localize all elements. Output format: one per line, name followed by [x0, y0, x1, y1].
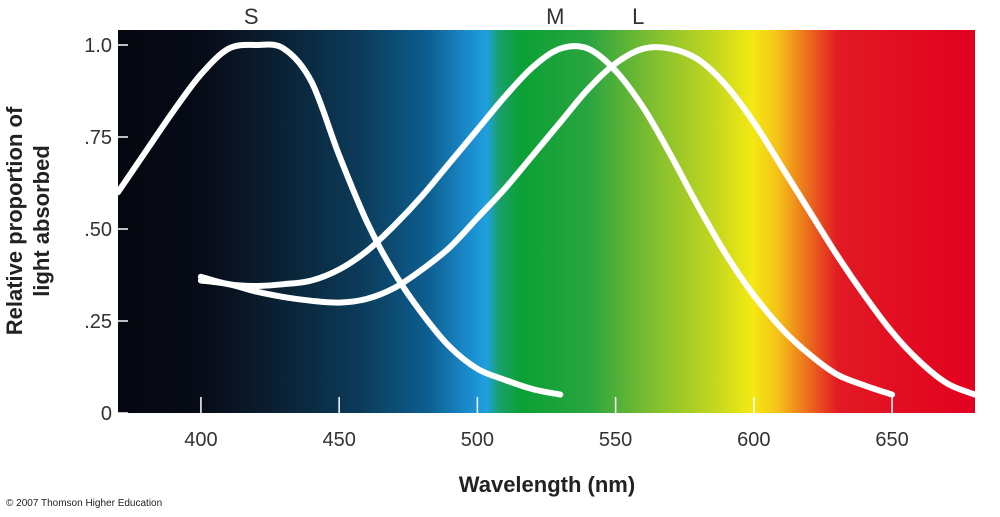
x-axis-title: Wavelength (nm): [459, 472, 635, 497]
series-label-s: S: [244, 4, 259, 29]
copyright-notice: © 2007 Thomson Higher Education: [6, 498, 163, 509]
spectrum-background: [118, 30, 975, 413]
series-label-m: M: [546, 4, 564, 29]
x-tick-label: 500: [461, 429, 494, 451]
x-tick-label: 450: [322, 429, 355, 451]
y-tick-label: 0: [101, 403, 112, 425]
y-axis-title: Relative proportion of light absorbed: [2, 106, 54, 335]
x-tick-label: 600: [737, 429, 770, 451]
curve-m: [197, 43, 896, 398]
y-tick-label: .75: [84, 127, 112, 149]
curve-s: [115, 41, 564, 398]
y-axis-title-line-2: light absorbed: [29, 145, 54, 297]
x-tick-label: 550: [599, 429, 632, 451]
y-tick-label: .50: [84, 219, 112, 241]
y-tick-label: .25: [84, 311, 112, 333]
y-axis-title-line-1: Relative proportion of: [2, 106, 27, 335]
y-tick-label: 1.0: [84, 35, 112, 57]
series-label-l: L: [632, 4, 644, 29]
x-tick-label: 400: [184, 429, 217, 451]
x-tick-label: 650: [875, 429, 908, 451]
curve-l: [197, 44, 978, 398]
